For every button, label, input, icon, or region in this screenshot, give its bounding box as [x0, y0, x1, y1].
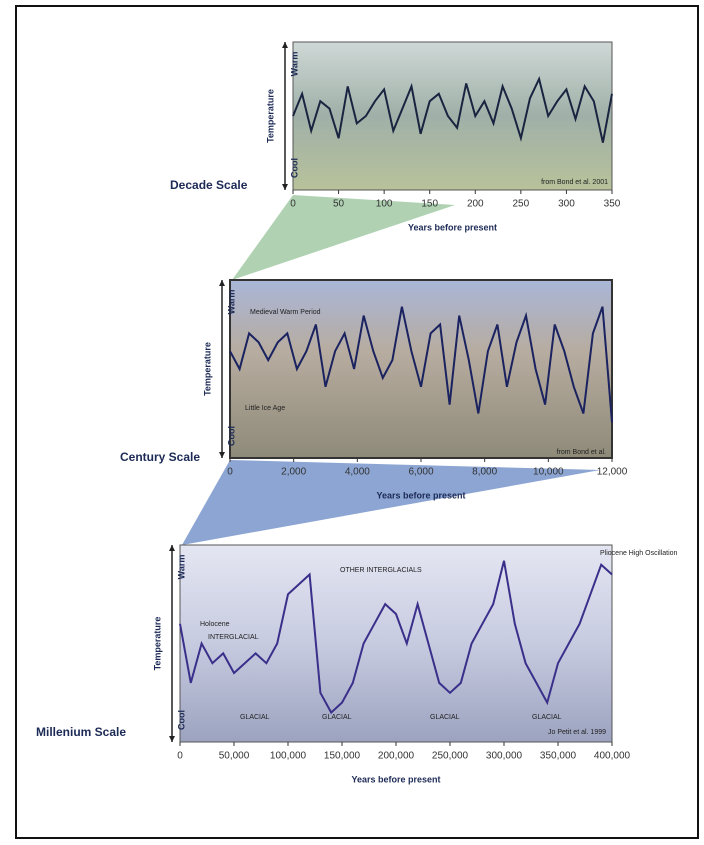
x-tick-label: 350: [604, 199, 621, 210]
annotation: OTHER INTERGLACIALS: [340, 567, 422, 574]
figure: 0 50 100 150 200 250 300 350 Years before presen…: [0, 0, 704, 845]
x-tick-label: 0: [290, 199, 296, 210]
cool-label: Cool: [226, 426, 236, 446]
x-axis-label: Years before present: [376, 490, 465, 500]
panel-background: [230, 280, 612, 458]
x-tick-label: 250: [513, 199, 530, 210]
x-tick-label: 2,000: [281, 467, 306, 478]
x-tick-label: 200: [467, 199, 484, 210]
y-axis-label: Temperature: [202, 342, 212, 396]
x-axis-label: Years before present: [351, 774, 440, 784]
scale-title: Decade Scale: [170, 178, 248, 192]
x-tick-label: 400,000: [594, 751, 631, 762]
y-arrow-head: [219, 280, 225, 286]
source-note: from Bond et al. 2001: [541, 179, 608, 186]
x-tick-label: 200,000: [378, 751, 415, 762]
source-note: from Bond et al.: [557, 449, 606, 456]
x-tick-label: 300: [558, 199, 575, 210]
y-arrow-head: [169, 736, 175, 742]
x-tick-label: 0: [227, 467, 233, 478]
cool-label: Cool: [176, 710, 186, 730]
annotation: Medieval Warm Period: [250, 309, 321, 316]
panel-background: [180, 545, 612, 742]
x-tick-label: 100,000: [270, 751, 307, 762]
x-tick-label: 250,000: [432, 751, 469, 762]
y-arrow-head: [282, 42, 288, 48]
annotation: GLACIAL: [322, 714, 352, 721]
x-tick-label: 10,000: [533, 467, 564, 478]
annotation: Little Ice Age: [245, 405, 285, 412]
y-arrow-head: [219, 452, 225, 458]
panel-background: [293, 42, 612, 190]
annotation: Pliocene High Oscillation: [600, 550, 678, 557]
x-tick-label: 12,000: [597, 467, 628, 478]
y-arrow-head: [169, 545, 175, 551]
x-tick-label: 150: [421, 199, 438, 210]
x-tick-label: 8,000: [472, 467, 497, 478]
x-tick-label: 100: [376, 199, 393, 210]
y-arrow-head: [282, 184, 288, 190]
warm-label: Warm: [289, 52, 299, 77]
scale-title: Century Scale: [120, 450, 200, 464]
x-tick-label: 4,000: [345, 467, 370, 478]
warm-label: Warm: [226, 290, 236, 315]
annotation: GLACIAL: [532, 714, 562, 721]
x-tick-label: 300,000: [486, 751, 523, 762]
warm-label: Warm: [176, 555, 186, 580]
scale-title: Millenium Scale: [36, 725, 126, 739]
x-tick-label: 50,000: [219, 751, 250, 762]
x-axis-label: Years before present: [408, 222, 497, 232]
x-tick-label: 350,000: [540, 751, 577, 762]
annotation: GLACIAL: [240, 714, 270, 721]
x-tick-label: 150,000: [324, 751, 361, 762]
annotation: INTERGLACIAL: [208, 634, 259, 641]
annotation: Holocene: [200, 621, 230, 628]
x-tick-label: 6,000: [408, 467, 433, 478]
x-tick-label: 50: [333, 199, 345, 210]
cool-label: Cool: [289, 158, 299, 178]
x-tick-label: 0: [177, 751, 183, 762]
y-axis-label: Temperature: [152, 617, 162, 671]
source-note: Jo Petit et al. 1999: [548, 729, 606, 736]
annotation: GLACIAL: [430, 714, 460, 721]
y-axis-label: Temperature: [265, 89, 275, 143]
